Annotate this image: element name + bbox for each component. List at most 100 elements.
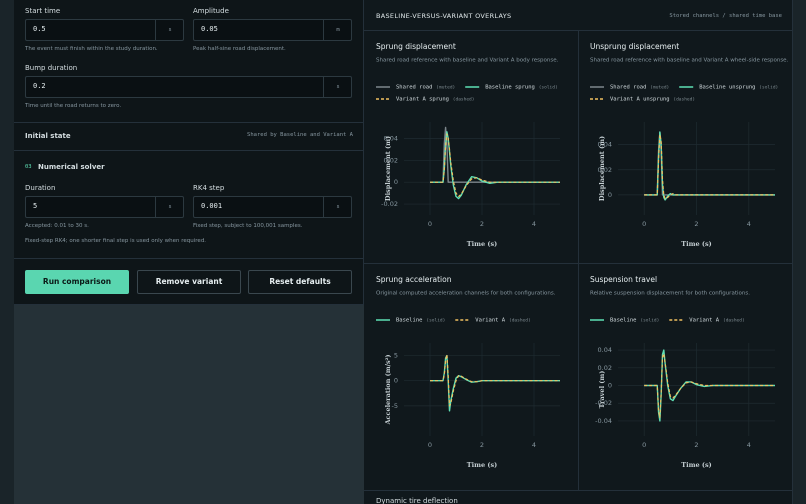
- legend-note: (dashed): [509, 318, 531, 324]
- divider: [14, 150, 364, 151]
- settings-panel: [14, 0, 364, 305]
- divider: [14, 258, 364, 259]
- section-index: 03: [25, 164, 32, 170]
- input-unit: s: [155, 19, 184, 41]
- chart-title: Unsprung displacement: [590, 42, 679, 51]
- chart-title: Sprung acceleration: [376, 275, 452, 284]
- field-label: Duration: [25, 184, 56, 192]
- input-box[interactable]: [25, 19, 184, 41]
- legend-note: (muted): [650, 85, 669, 91]
- input-value[interactable]: 0.5: [33, 25, 46, 33]
- legend-note: (solid): [759, 85, 778, 91]
- field-label: Start time: [25, 7, 61, 15]
- y-axis-label: Travel (m): [598, 371, 606, 409]
- input-value[interactable]: 0.001: [201, 202, 223, 210]
- input-box[interactable]: [25, 76, 352, 98]
- x-tick-label: 4: [532, 220, 536, 228]
- chart-subtitle: Relative suspension displacement for bot…: [590, 291, 750, 297]
- input-box[interactable]: [193, 19, 352, 41]
- chart-subtitle: Shared road reference with baseline and …: [376, 58, 559, 64]
- x-tick-label: 0: [642, 441, 646, 449]
- field-help: Time until the road returns to zero.: [25, 103, 122, 109]
- field-label: RK4 step: [193, 184, 225, 192]
- overlays-note: Stored channels / shared time base: [669, 13, 782, 19]
- button[interactable]: Reset defaults: [248, 270, 352, 294]
- field-help: Peak half-sine road displacement.: [193, 46, 286, 52]
- input-unit: s: [323, 76, 352, 98]
- y-tick-label: -0.02: [381, 200, 398, 208]
- chart-title: Sprung displacement: [376, 42, 456, 51]
- legend-label: Baseline: [610, 318, 637, 324]
- input-unit: s: [155, 196, 184, 218]
- chart-title: Dynamic tire deflection: [376, 497, 458, 504]
- legend-note: (solid): [426, 318, 445, 324]
- legend-label: Variant A unsprung: [610, 97, 670, 103]
- divider: [578, 30, 579, 490]
- x-tick-label: 2: [480, 220, 484, 228]
- solver-note: Fixed-step RK4; one shorter final step i…: [25, 238, 207, 244]
- input-unit: m: [323, 19, 352, 41]
- chart-subtitle: Shared road reference with baseline and …: [590, 58, 789, 64]
- y-tick-label: 5: [394, 352, 398, 360]
- x-tick-label: 0: [642, 220, 646, 228]
- legend-label: Shared road: [610, 85, 646, 91]
- y-tick-label: 0: [394, 377, 398, 385]
- x-tick-label: 0: [428, 441, 432, 449]
- x-axis-label: Time (s): [681, 240, 711, 248]
- y-tick-label: -5: [392, 402, 398, 410]
- legend-note: (solid): [539, 85, 558, 91]
- y-tick-label: 0.02: [598, 364, 612, 372]
- x-tick-label: 0: [428, 220, 432, 228]
- legend-label: Baseline sprung: [485, 85, 535, 91]
- series-line: [644, 353, 775, 418]
- legend-note: (solid): [640, 318, 659, 324]
- legend-note: (dashed): [723, 318, 745, 324]
- x-axis-label: Time (s): [467, 461, 497, 469]
- series-line: [430, 131, 560, 200]
- field-help: Accepted: 0.01 to 30 s.: [25, 223, 89, 229]
- x-axis-label: Time (s): [681, 461, 711, 469]
- y-tick-label: 0.04: [598, 346, 612, 354]
- overlays-title: BASELINE-VERSUS-VARIANT OVERLAYS: [376, 12, 512, 20]
- y-tick-label: -0.04: [595, 417, 612, 425]
- series-line: [430, 353, 560, 407]
- divider: [14, 122, 364, 123]
- y-tick-label: 0: [608, 382, 612, 390]
- x-tick-label: 2: [480, 441, 484, 449]
- input-value[interactable]: 5: [33, 202, 38, 210]
- legend-label: Variant A: [689, 318, 719, 324]
- series-line: [430, 133, 560, 197]
- legend-note: (dashed): [453, 97, 475, 103]
- section-note: Shared by Baseline and Variant A: [247, 132, 353, 138]
- field-label: Amplitude: [193, 7, 229, 15]
- chart-title: Suspension travel: [590, 275, 657, 284]
- legend-label: Variant A: [475, 318, 505, 324]
- y-tick-label: 0: [394, 178, 398, 186]
- field-help: The event must finish within the study d…: [25, 46, 158, 52]
- divider: [364, 490, 793, 491]
- y-axis-label: Acceleration (m/s²): [384, 354, 392, 425]
- series-line: [644, 133, 775, 200]
- input-value[interactable]: 0.2: [33, 82, 46, 90]
- x-tick-label: 2: [694, 220, 698, 228]
- y-tick-label: 0.02: [384, 156, 398, 164]
- button[interactable]: Remove variant: [137, 270, 241, 294]
- button[interactable]: Run comparison: [25, 270, 129, 294]
- legend-label: Baseline unsprung: [699, 85, 755, 91]
- chart: Suspension travel Relative suspension dis…: [590, 275, 775, 469]
- x-tick-label: 4: [747, 220, 751, 228]
- input-value[interactable]: 0.05: [201, 25, 218, 33]
- x-tick-label: 4: [747, 441, 751, 449]
- y-tick-label: 0.04: [384, 134, 398, 142]
- legend-label: Shared road: [396, 85, 432, 91]
- chart: Sprung acceleration Original computed acc…: [376, 275, 560, 469]
- x-tick-label: 2: [694, 441, 698, 449]
- chart: Unsprung displacement Shared road referen…: [590, 42, 789, 248]
- legend-label: Baseline: [396, 318, 423, 324]
- input-box[interactable]: [25, 196, 184, 218]
- legend-label: Variant A sprung: [396, 97, 449, 103]
- input-box[interactable]: [193, 196, 352, 218]
- y-tick-label: 0.04: [598, 141, 612, 149]
- x-axis-label: Time (s): [467, 240, 497, 248]
